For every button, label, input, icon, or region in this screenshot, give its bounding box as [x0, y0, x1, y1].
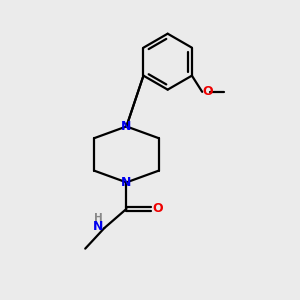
Text: H: H: [94, 213, 102, 223]
Text: N: N: [121, 120, 132, 133]
Text: O: O: [153, 202, 163, 215]
Text: O: O: [203, 85, 213, 98]
Text: N: N: [93, 220, 103, 233]
Text: N: N: [121, 176, 132, 189]
